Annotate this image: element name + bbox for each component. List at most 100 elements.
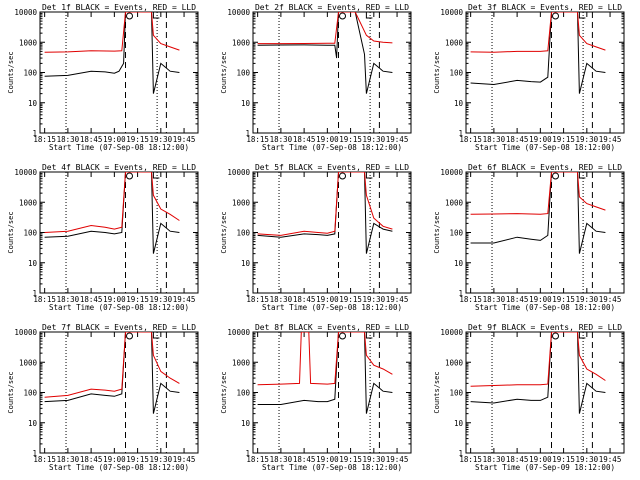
y-tick-label: 1000 <box>232 38 251 47</box>
y-tick-label: 1000 <box>445 358 464 367</box>
y-tick-label: 10 <box>454 99 464 108</box>
series-lld <box>44 12 180 53</box>
x-tick-label: 18:30 <box>57 295 80 304</box>
plot-area <box>257 332 393 453</box>
series-lld <box>257 332 393 386</box>
y-tick-label: 10000 <box>14 168 37 177</box>
plot-frame <box>252 331 412 454</box>
x-tick-label: 19:30 <box>576 295 599 304</box>
annotation-bracket <box>578 12 586 19</box>
series-lld <box>44 172 180 233</box>
x-tick-label: 19:00 <box>529 295 552 304</box>
x-tick-label: 18:45 <box>506 135 529 144</box>
x-tick-label: 18:15 <box>33 295 56 304</box>
annotation-bracket <box>578 332 586 339</box>
series-events <box>470 172 606 254</box>
series-lld <box>257 12 393 45</box>
x-tick-label: 18:30 <box>483 135 506 144</box>
x-tick-label: 19:00 <box>316 455 339 464</box>
x-tick-label: 18:30 <box>483 455 506 464</box>
plot-frame <box>465 11 625 134</box>
x-tick-label: 18:45 <box>506 455 529 464</box>
series-events <box>257 12 393 94</box>
x-tick-label: 19:00 <box>529 455 552 464</box>
y-axis-label: Counts/sec <box>220 51 228 93</box>
plot-area <box>470 332 606 453</box>
x-tick-label: 19:15 <box>126 135 149 144</box>
y-tick-label: 10 <box>241 259 251 268</box>
x-tick-label: 19:30 <box>363 135 386 144</box>
x-tick-label: 19:45 <box>599 135 622 144</box>
series-events <box>257 332 393 414</box>
y-tick-label: 10 <box>454 419 464 428</box>
y-tick-label: 10000 <box>227 168 250 177</box>
x-tick-label: 19:45 <box>599 295 622 304</box>
x-tick-label: 19:15 <box>552 295 575 304</box>
annotation-bracket <box>365 332 373 339</box>
x-tick-label: 19:15 <box>126 455 149 464</box>
y-tick-label: 1000 <box>232 198 251 207</box>
y-tick-label: 1000 <box>445 38 464 47</box>
y-tick-label: 10000 <box>440 168 463 177</box>
plot-area <box>257 12 393 133</box>
x-tick-label: 19:45 <box>173 455 196 464</box>
annotation-bracket <box>578 172 586 179</box>
x-tick-label: 18:15 <box>33 455 56 464</box>
plot-frame <box>252 171 412 294</box>
series-events <box>470 12 606 94</box>
annotation-bracket <box>152 172 160 179</box>
y-axis-label: Counts/sec <box>433 211 441 253</box>
x-axis-label: Start Time (07-Sep-08 18:12:00) <box>475 303 615 312</box>
x-tick-label: 18:45 <box>293 455 316 464</box>
panel-title: Det 3f BLACK = Events, RED = LLD <box>468 3 622 12</box>
series-lld <box>470 12 606 53</box>
x-tick-label: 19:45 <box>173 295 196 304</box>
panel-det-5: Det 5f BLACK = Events, RED = LLD 1 10 100 10… <box>220 163 412 312</box>
y-tick-label: 100 <box>23 69 37 78</box>
y-tick-label: 10 <box>241 99 251 108</box>
x-tick-label: 19:45 <box>386 135 409 144</box>
plot-area <box>470 172 606 293</box>
y-tick-label: 10 <box>28 259 38 268</box>
y-tick-label: 10000 <box>14 8 37 17</box>
y-axis-label: Counts/sec <box>7 371 15 413</box>
panel-det-2: Det 2f BLACK = Events, RED = LLD 1 10 100 10… <box>220 3 412 152</box>
plot-area <box>44 172 180 293</box>
x-tick-label: 18:15 <box>246 295 269 304</box>
y-tick-label: 10000 <box>227 328 250 337</box>
annotation-bracket <box>365 172 373 179</box>
y-tick-label: 10000 <box>440 8 463 17</box>
y-tick-label: 10 <box>28 99 38 108</box>
panel-det-6: Det 6f BLACK = Events, RED = LLD 1 10 100 10… <box>433 163 625 312</box>
panel-det-3: Det 3f BLACK = Events, RED = LLD 1 10 100 10… <box>433 3 625 152</box>
series-events <box>44 332 180 414</box>
plot-frame <box>39 11 199 134</box>
x-tick-label: 19:15 <box>339 455 362 464</box>
x-tick-label: 19:00 <box>316 295 339 304</box>
x-tick-label: 18:30 <box>483 295 506 304</box>
x-tick-label: 19:45 <box>173 135 196 144</box>
x-tick-label: 19:00 <box>103 295 126 304</box>
panel-det-9: Det 9f BLACK = Events, RED = LLD 1 10 100 10… <box>433 323 625 472</box>
panel-title: Det 8f BLACK = Events, RED = LLD <box>255 323 409 332</box>
y-tick-label: 100 <box>236 229 250 238</box>
x-tick-label: 19:30 <box>576 455 599 464</box>
x-tick-label: 18:30 <box>57 135 80 144</box>
y-tick-label: 10000 <box>440 328 463 337</box>
panel-title: Det 4f BLACK = Events, RED = LLD <box>42 163 196 172</box>
x-tick-label: 18:15 <box>459 135 482 144</box>
y-tick-label: 100 <box>23 229 37 238</box>
x-axis-label: Start Time (07-Sep-08 18:12:00) <box>262 143 402 152</box>
x-tick-label: 18:30 <box>270 295 293 304</box>
y-tick-label: 10 <box>454 259 464 268</box>
x-axis-label: Start Time (07-Sep-08 18:12:00) <box>262 303 402 312</box>
plot-area <box>44 332 180 453</box>
x-tick-label: 19:00 <box>316 135 339 144</box>
x-axis-label: Start Time (07-Sep-08 18:12:00) <box>49 143 189 152</box>
y-tick-label: 1 <box>32 129 37 138</box>
x-tick-label: 18:15 <box>246 135 269 144</box>
x-tick-label: 19:45 <box>599 455 622 464</box>
x-tick-label: 19:30 <box>150 455 173 464</box>
series-events <box>44 172 180 254</box>
plot-frame <box>465 331 625 454</box>
